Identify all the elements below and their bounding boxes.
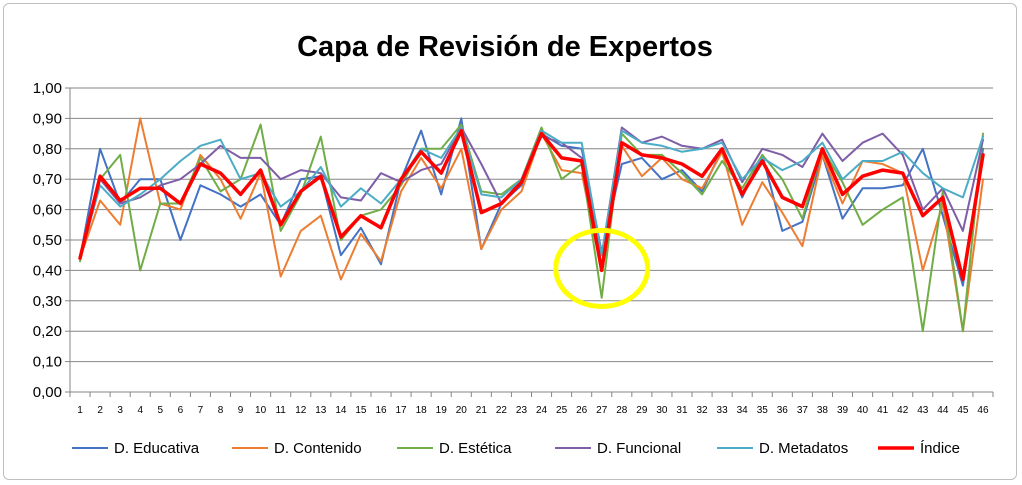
series-line-5 — [78, 128, 985, 282]
y-tick-label-1: 0,10 — [33, 354, 62, 371]
x-tick-label-5: 5 — [158, 405, 164, 416]
x-tick-label-8: 8 — [218, 405, 224, 416]
x-tick-label-3: 3 — [117, 405, 123, 416]
x-tick-label-1: 1 — [77, 405, 83, 416]
y-tick-label-9: 0,90 — [33, 110, 62, 127]
x-tick-label-36: 36 — [777, 405, 789, 416]
x-tick-label-12: 12 — [295, 405, 307, 416]
y-tick-label-5: 0,50 — [33, 232, 62, 249]
y-tick-label-0: 0,00 — [33, 384, 62, 401]
x-tick-label-35: 35 — [757, 405, 769, 416]
series-lines — [78, 117, 985, 333]
y-axis-ticks: 0,00 0,10 0,20 0,30 0,40 0,50 0,60 0,70 0,80 0,90… — [33, 80, 70, 401]
y-tick-label-7: 0,70 — [33, 171, 62, 188]
y-tick-label-2: 0,20 — [33, 323, 62, 340]
x-tick-label-21: 21 — [476, 405, 488, 416]
x-tick-label-43: 43 — [917, 405, 929, 416]
y-tick-label-8: 0,80 — [33, 141, 62, 158]
series-line-0 — [79, 117, 984, 287]
annotations — [553, 227, 651, 309]
y-tick-label-6: 0,60 — [33, 202, 62, 219]
x-tick-label-15: 15 — [355, 405, 367, 416]
legend-label-3: D. Funcional — [597, 440, 681, 457]
x-tick-label-24: 24 — [536, 405, 548, 416]
x-tick-label-7: 7 — [198, 405, 204, 416]
x-tick-label-14: 14 — [335, 405, 347, 416]
highlight-circle-0 — [553, 227, 651, 309]
x-tick-label-27: 27 — [596, 405, 608, 416]
x-tick-label-13: 13 — [315, 405, 327, 416]
x-tick-label-10: 10 — [255, 405, 267, 416]
x-tick-label-32: 32 — [696, 405, 708, 416]
x-tick-label-16: 16 — [375, 405, 387, 416]
x-tick-label-19: 19 — [436, 405, 448, 416]
x-tick-label-23: 23 — [516, 405, 528, 416]
x-tick-label-39: 39 — [837, 405, 849, 416]
x-tick-label-18: 18 — [416, 405, 428, 416]
x-tick-label-20: 20 — [456, 405, 468, 416]
y-tick-label-3: 0,30 — [33, 293, 62, 310]
x-tick-label-22: 22 — [496, 405, 508, 416]
legend: D. Educativa D. Contenido D. Estética D. Fu… — [72, 440, 960, 457]
x-tick-label-33: 33 — [717, 405, 729, 416]
x-tick-label-9: 9 — [238, 405, 244, 416]
x-tick-label-42: 42 — [897, 405, 909, 416]
x-tick-label-37: 37 — [797, 405, 809, 416]
chart-frame — [3, 3, 1017, 480]
series-line-1 — [79, 117, 984, 333]
x-tick-label-28: 28 — [616, 405, 628, 416]
x-tick-label-29: 29 — [636, 405, 648, 416]
x-tick-label-30: 30 — [656, 405, 668, 416]
x-tick-label-11: 11 — [275, 405, 286, 416]
x-tick-label-25: 25 — [556, 405, 568, 416]
x-tick-label-46: 46 — [977, 405, 989, 416]
x-tick-label-26: 26 — [576, 405, 588, 416]
legend-label-2: D. Estética — [439, 440, 512, 457]
x-tick-label-41: 41 — [877, 405, 889, 416]
x-tick-label-4: 4 — [137, 405, 143, 416]
legend-label-5: Índice — [920, 440, 960, 457]
legend-label-0: D. Educativa — [114, 440, 200, 457]
x-tick-label-31: 31 — [676, 405, 688, 416]
x-tick-label-34: 34 — [737, 405, 749, 416]
gridlines — [69, 87, 993, 393]
x-tick-label-40: 40 — [857, 405, 869, 416]
x-axis-ticks: 1 2 3 4 5 6 7 8 9 10 11 12 13 14 15 16 17 18 19 20 21 22 23 24 2… — [69, 392, 994, 416]
chart-title: Capa de Revisión de Expertos — [297, 31, 713, 63]
x-tick-label-38: 38 — [817, 405, 829, 416]
x-tick-label-2: 2 — [97, 405, 103, 416]
y-tick-label-4: 0,40 — [33, 262, 62, 279]
legend-label-1: D. Contenido — [274, 440, 362, 457]
x-tick-label-44: 44 — [937, 405, 949, 416]
x-tick-label-45: 45 — [957, 405, 969, 416]
x-tick-label-17: 17 — [396, 405, 408, 416]
legend-label-4: D. Metadatos — [759, 440, 848, 457]
y-tick-label-10: 1,00 — [33, 80, 62, 97]
x-tick-label-6: 6 — [178, 405, 184, 416]
